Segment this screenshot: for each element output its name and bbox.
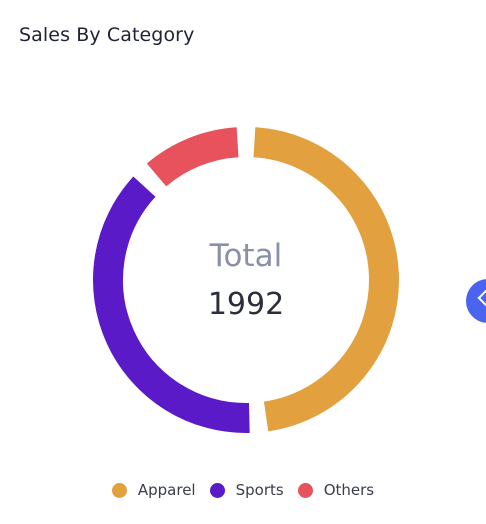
chevron-left-icon bbox=[477, 289, 486, 307]
card-title: Sales By Category bbox=[19, 24, 195, 46]
legend-dot-others bbox=[297, 482, 313, 498]
donut-slice-apparel[interactable] bbox=[253, 127, 399, 432]
legend-item-apparel[interactable]: Apparel bbox=[111, 481, 196, 499]
legend-dot-apparel bbox=[111, 482, 127, 498]
legend-label-apparel: Apparel bbox=[137, 481, 196, 499]
center-total-label: Total bbox=[209, 238, 283, 274]
floating-action-button[interactable] bbox=[466, 279, 486, 323]
donut-slice-sports[interactable] bbox=[93, 176, 250, 433]
legend-label-others: Others bbox=[323, 481, 375, 499]
donut-slice-others[interactable] bbox=[146, 127, 239, 187]
legend-item-others[interactable]: Others bbox=[297, 481, 375, 499]
legend-item-sports[interactable]: Sports bbox=[209, 481, 284, 499]
chart-legend: Apparel Sports Others bbox=[0, 481, 486, 499]
legend-label-sports: Sports bbox=[235, 481, 284, 499]
legend-dot-sports bbox=[209, 482, 225, 498]
center-total-value: 1992 bbox=[207, 287, 285, 322]
